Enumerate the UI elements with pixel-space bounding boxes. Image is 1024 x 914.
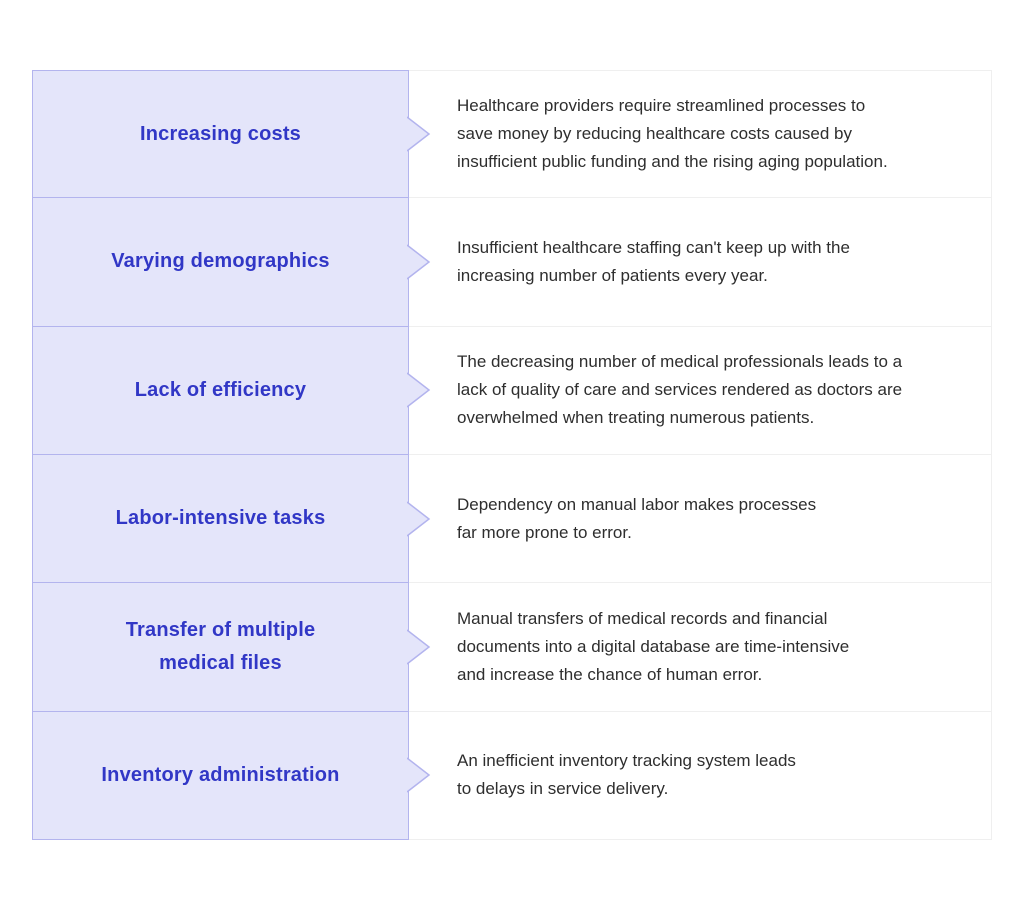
chevron-right-icon xyxy=(407,501,431,537)
healthcare-challenges-table: Increasing costs Healthcare providers re… xyxy=(32,70,992,840)
row-description-cell: Insufficient healthcare staffing can't k… xyxy=(409,198,992,327)
row-label-cell: Labor-intensive tasks xyxy=(32,454,431,584)
row-description: Dependency on manual labor makes process… xyxy=(457,494,817,542)
row-title: Labor-intensive tasks xyxy=(115,507,326,530)
row-description-cell: Dependency on manual labor makes process… xyxy=(409,454,992,584)
table-row: Labor-intensive tasks Dependency on manu… xyxy=(32,454,992,584)
chevron-right-icon xyxy=(407,372,431,408)
table-row: Varying demographics Insufficient health… xyxy=(32,198,992,327)
row-title: Increasing costs xyxy=(139,122,302,145)
row-label-cell: Varying demographics xyxy=(32,198,431,327)
row-description: Manual transfers of medical records and … xyxy=(457,608,850,684)
row-description-cell: The decreasing number of medical profess… xyxy=(409,326,992,455)
table-row: Lack of efficiency The decreasing number… xyxy=(32,326,992,455)
row-title: Lack of efficiency xyxy=(134,378,307,401)
row-description: Insufficient healthcare staffing can't k… xyxy=(457,237,850,285)
row-description-cell: Manual transfers of medical records and … xyxy=(409,583,992,712)
row-label-cell: Transfer of multiple medical files xyxy=(32,583,431,712)
chevron-right-icon xyxy=(407,116,431,152)
row-label-cell: Increasing costs xyxy=(32,70,431,199)
chevron-right-icon xyxy=(407,629,431,665)
row-description-cell: An inefficient inventory tracking system… xyxy=(409,711,992,840)
row-title: Inventory administration xyxy=(101,763,340,786)
row-description-cell: Healthcare providers require streamlined… xyxy=(409,70,992,199)
table-row: Transfer of multiple medical files Manua… xyxy=(32,583,992,712)
row-description: An inefficient inventory tracking system… xyxy=(457,751,796,799)
chevron-right-icon xyxy=(407,757,431,793)
row-description: Healthcare providers require streamlined… xyxy=(457,96,888,172)
row-label-cell: Lack of efficiency xyxy=(32,326,431,455)
row-title: Varying demographics xyxy=(111,250,330,273)
row-title: Transfer of multiple medical files xyxy=(125,618,316,674)
chevron-right-icon xyxy=(407,244,431,280)
table-row: Inventory administration An inefficient … xyxy=(32,711,992,840)
row-description: The decreasing number of medical profess… xyxy=(457,352,903,428)
table-row: Increasing costs Healthcare providers re… xyxy=(32,70,992,199)
row-label-cell: Inventory administration xyxy=(32,711,431,840)
